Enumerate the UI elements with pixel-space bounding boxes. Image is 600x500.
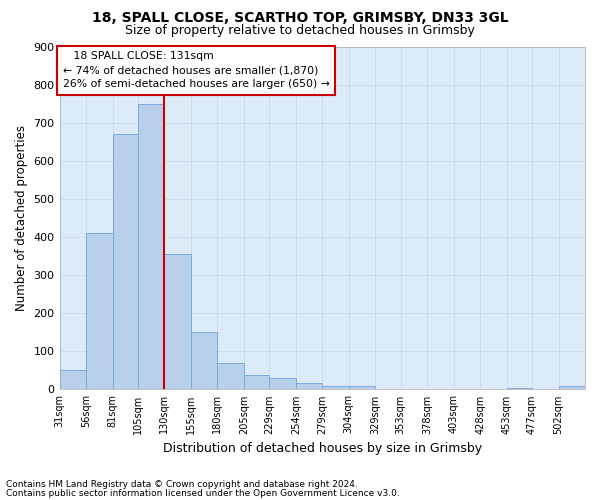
Bar — [269, 378, 296, 390]
X-axis label: Distribution of detached houses by size in Grimsby: Distribution of detached houses by size … — [163, 442, 482, 455]
Text: 18, SPALL CLOSE, SCARTHO TOP, GRIMSBY, DN33 3GL: 18, SPALL CLOSE, SCARTHO TOP, GRIMSBY, D… — [92, 11, 508, 25]
Bar — [349, 386, 375, 390]
Bar — [113, 134, 138, 390]
Bar — [86, 233, 113, 390]
Bar — [164, 254, 191, 390]
Bar — [322, 386, 349, 390]
Y-axis label: Number of detached properties: Number of detached properties — [15, 125, 28, 311]
Bar — [59, 370, 86, 390]
Text: Size of property relative to detached houses in Grimsby: Size of property relative to detached ho… — [125, 24, 475, 37]
Bar — [217, 363, 244, 390]
Text: 18 SPALL CLOSE: 131sqm
← 74% of detached houses are smaller (1,870)
26% of semi-: 18 SPALL CLOSE: 131sqm ← 74% of detached… — [63, 52, 329, 90]
Bar — [244, 375, 269, 390]
Bar — [559, 386, 585, 390]
Text: Contains public sector information licensed under the Open Government Licence v3: Contains public sector information licen… — [6, 489, 400, 498]
Text: Contains HM Land Registry data © Crown copyright and database right 2024.: Contains HM Land Registry data © Crown c… — [6, 480, 358, 489]
Bar — [506, 388, 532, 390]
Bar — [296, 382, 322, 390]
Bar — [191, 332, 217, 390]
Bar — [138, 104, 164, 390]
